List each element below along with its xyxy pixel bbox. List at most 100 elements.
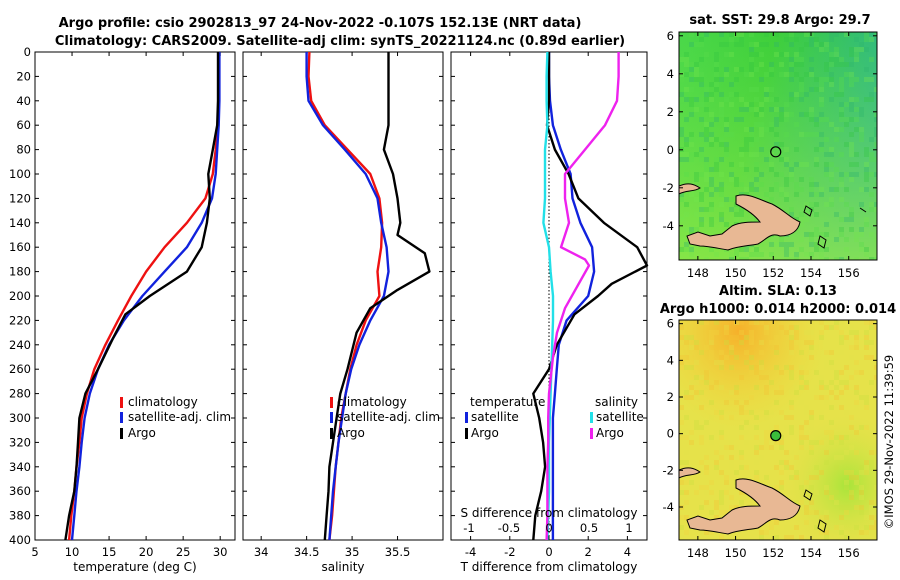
map-cell — [679, 515, 684, 520]
map-cell — [849, 82, 854, 87]
map-cell — [874, 515, 877, 520]
map-cell — [804, 92, 809, 97]
map-cell — [759, 42, 764, 47]
map-cell — [829, 365, 834, 370]
map-cell — [789, 330, 794, 335]
map-cell — [679, 420, 684, 425]
sla-map-y-tick-labels: 6 4 2 0 -2 -4 — [663, 317, 877, 514]
map-cell — [864, 32, 869, 37]
map-cell — [759, 182, 764, 187]
map-cell — [719, 425, 724, 430]
map-cell — [809, 355, 814, 360]
x-tick-label: 30 — [213, 545, 228, 559]
map-cell — [784, 450, 789, 455]
map-x-tick-label: 156 — [838, 546, 860, 560]
map-cell — [794, 57, 799, 62]
map-cell — [759, 52, 764, 57]
map-cell — [774, 425, 779, 430]
map-cell — [739, 207, 744, 212]
map-cell — [839, 257, 844, 260]
map-cell — [804, 410, 809, 415]
map-cell — [729, 252, 734, 257]
map-cell — [864, 535, 869, 540]
map-cell — [694, 425, 699, 430]
map-cell — [834, 212, 839, 217]
map-cell — [789, 42, 794, 47]
map-cell — [859, 247, 864, 252]
map-cell — [719, 385, 724, 390]
map-cell — [734, 212, 739, 217]
map-cell — [684, 435, 689, 440]
map-cell — [734, 335, 739, 340]
map-cell — [829, 495, 834, 500]
map-cell — [789, 77, 794, 82]
map-cell — [794, 147, 799, 152]
map-cell — [769, 67, 774, 72]
map-cell — [834, 47, 839, 52]
x-tick-label: 0 — [545, 545, 552, 559]
map-cell — [689, 480, 694, 485]
map-cell — [769, 187, 774, 192]
map-cell — [704, 167, 709, 172]
sst-map-x-tick-labels: 148 150 152 154 156 — [687, 32, 860, 280]
map-cell — [809, 37, 814, 42]
map-cell — [859, 42, 864, 47]
map-cell — [784, 252, 789, 257]
map-cell — [809, 485, 814, 490]
map-cell — [799, 212, 804, 217]
map-cell — [749, 365, 754, 370]
legend-label-s-argo: Argo — [596, 426, 624, 440]
map-cell — [764, 430, 769, 435]
map-cell — [854, 430, 859, 435]
map-cell — [719, 182, 724, 187]
map-cell — [804, 330, 809, 335]
map-cell — [839, 335, 844, 340]
map-cell — [809, 192, 814, 197]
map-cell — [774, 365, 779, 370]
map-cell — [809, 445, 814, 450]
sla-map-x-tick-labels: 148 150 152 154 156 — [687, 320, 860, 560]
map-cell — [844, 237, 849, 242]
map-cell — [754, 460, 759, 465]
map-cell — [719, 32, 724, 37]
map-cell — [694, 97, 699, 102]
map-cell — [814, 77, 819, 82]
map-cell — [854, 385, 859, 390]
map-cell — [719, 360, 724, 365]
map-cell — [699, 137, 704, 142]
map-cell — [874, 117, 877, 122]
map-cell — [829, 430, 834, 435]
map-cell — [714, 460, 719, 465]
map-cell — [684, 415, 689, 420]
map-cell — [794, 330, 799, 335]
map-cell — [829, 52, 834, 57]
map-cell — [689, 380, 694, 385]
map-cell — [714, 345, 719, 350]
map-cell — [734, 32, 739, 37]
map-cell — [739, 147, 744, 152]
map-cell — [809, 252, 814, 257]
map-cell — [819, 320, 824, 325]
s-tick-label: 0 — [545, 521, 552, 535]
map-cell — [719, 217, 724, 222]
map-cell — [794, 62, 799, 67]
map-cell — [709, 182, 714, 187]
map-cell — [719, 490, 724, 495]
y-tick-label: 80 — [16, 143, 31, 157]
map-cell — [724, 320, 729, 325]
map-cell — [739, 212, 744, 217]
sst-small-island — [817, 235, 827, 249]
map-cell — [799, 187, 804, 192]
map-cell — [814, 157, 819, 162]
map-cell — [759, 102, 764, 107]
map-cell — [759, 122, 764, 127]
map-cell — [804, 445, 809, 450]
map-cell — [739, 460, 744, 465]
map-cell — [829, 187, 834, 192]
map-cell — [709, 380, 714, 385]
map-cell — [724, 97, 729, 102]
map-cell — [849, 52, 854, 57]
map-cell — [679, 197, 684, 202]
map-cell — [724, 152, 729, 157]
map-y-tick-label: -2 — [663, 181, 674, 195]
